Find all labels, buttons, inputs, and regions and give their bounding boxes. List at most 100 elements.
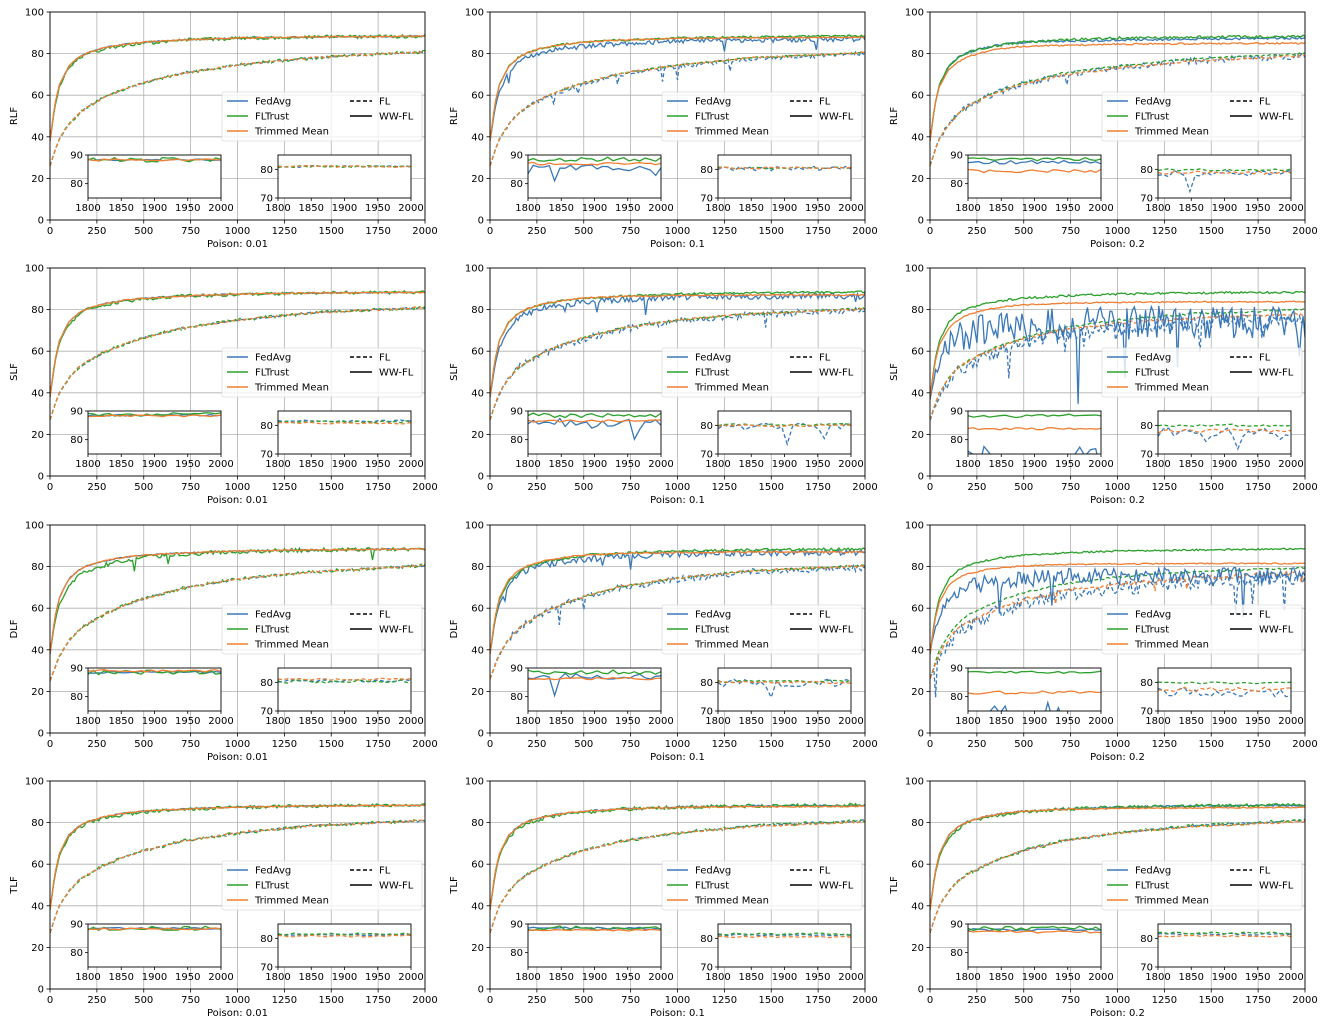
inset-x-tick-label: 1950 — [1245, 459, 1270, 470]
y-tick-label: 40 — [31, 645, 44, 656]
inset-x-tick-label: 2000 — [208, 203, 233, 214]
x-axis-label: Poison: 0.01 — [207, 239, 268, 250]
panel-slf-2: 0 250 500 750 1000 1250 1500 1750 20000204060801… — [889, 264, 1318, 507]
inset-series-trimmed-mean — [88, 414, 221, 418]
inset-y-tick-label: 80 — [260, 165, 273, 176]
y-tick-label: 60 — [911, 860, 924, 871]
inset-y-tick-label: 90 — [950, 407, 963, 418]
legend-box — [1101, 91, 1303, 142]
inset-background — [718, 155, 851, 198]
x-tick-label: 1250 — [1152, 482, 1177, 493]
inset-left: 1800 1850 1900 1950 2000 80 90 — [70, 920, 233, 984]
x-tick-label: 1500 — [1199, 995, 1224, 1006]
inset-x-tick-label: 1850 — [989, 972, 1014, 983]
series-trimmed-mean-fl — [50, 306, 425, 420]
y-tick-label: 80 — [471, 818, 484, 829]
x-tick-label: 1500 — [1199, 482, 1224, 493]
legend-label: FLTrust — [255, 368, 289, 379]
series-trimmed-mean-fl — [930, 570, 1305, 679]
series-fltrust-fl — [930, 566, 1305, 680]
inset-x-tick-label: 1850 — [549, 203, 574, 214]
x-tick-label: 1750 — [1245, 995, 1270, 1006]
x-tick-label: 0 — [487, 739, 493, 750]
inset-left: 1800 1850 1900 1950 2000 80 90 — [510, 407, 673, 471]
inset-series-fedavg — [718, 678, 851, 700]
x-tick-label: 750 — [621, 995, 640, 1006]
y-tick-label: 100 — [465, 264, 484, 275]
inset-x-tick-label: 1850 — [989, 716, 1014, 727]
x-tick-label: 500 — [134, 739, 153, 750]
inset-y-tick-label: 80 — [260, 934, 273, 945]
inset-series-fltrust — [718, 932, 851, 936]
legend-label: FedAvg — [255, 610, 291, 621]
inset-x-tick-label: 2000 — [398, 972, 423, 983]
inset-left: 1800 1850 1900 1950 2000 80 90 — [950, 920, 1113, 984]
inset-x-tick-label: 1800 — [265, 972, 290, 983]
x-tick-label: 1000 — [225, 482, 250, 493]
inset-x-tick-label: 1900 — [772, 459, 797, 470]
series-trimmed-mean-ww-fl — [490, 805, 865, 910]
x-tick-label: 1750 — [365, 995, 390, 1006]
inset-x-tick-label: 1900 — [1022, 716, 1047, 727]
y-tick-label: 20 — [31, 687, 44, 698]
inset-series-fedavg — [718, 422, 851, 447]
inset-x-tick-label: 1800 — [75, 972, 100, 983]
series-fltrust-ww-fl — [930, 34, 1305, 141]
y-tick-label: 40 — [471, 132, 484, 143]
inset-y-tick-label: 70 — [260, 194, 273, 205]
inset-y-tick-label: 70 — [700, 963, 713, 974]
x-tick-label: 750 — [181, 482, 200, 493]
y-tick-label: 60 — [911, 91, 924, 102]
inset-series-trimmed-mean — [968, 930, 1101, 934]
y-tick-label: 80 — [911, 305, 924, 316]
y-tick-label: 80 — [31, 305, 44, 316]
legend: FedAvg FLTrust Trimmed Mean FL WW-FL — [221, 860, 423, 911]
inset-series-fltrust — [278, 679, 411, 684]
series-fedavg-ww-fl — [930, 566, 1305, 655]
series-fedavg-ww-fl — [490, 35, 865, 141]
inset-x-tick-label: 1900 — [772, 716, 797, 727]
inset-x-tick-label: 2000 — [1278, 972, 1303, 983]
inset-series-trimmed-mean — [968, 168, 1101, 174]
inset-y-tick-label: 90 — [70, 920, 83, 931]
inset-background — [278, 668, 411, 711]
inset-series-fedavg — [528, 164, 661, 183]
inset-background — [528, 411, 661, 454]
inset-x-tick-label: 1950 — [805, 203, 830, 214]
series-trimmed-mean-ww-fl — [50, 547, 425, 655]
inset-x-tick-label: 1900 — [1022, 972, 1047, 983]
inset-y-tick-label: 90 — [950, 151, 963, 162]
inset-series-fedavg — [968, 159, 1101, 165]
inset-y-tick-label: 80 — [510, 692, 523, 703]
inset-x-tick-label: 1850 — [549, 972, 574, 983]
inset-x-tick-label: 2000 — [208, 459, 233, 470]
legend-label: WW-FL — [379, 112, 414, 123]
x-tick-label: 1750 — [365, 739, 390, 750]
inset-series-trimmed-mean — [88, 927, 221, 931]
inset-background — [278, 411, 411, 454]
series-trimmed-mean-fl — [50, 564, 425, 682]
inset-y-tick-label: 90 — [510, 407, 523, 418]
inset-x-tick-label: 1950 — [1055, 972, 1080, 983]
series-trimmed-mean-fl — [930, 820, 1305, 933]
legend-label: FL — [379, 97, 391, 108]
y-tick-label: 20 — [471, 687, 484, 698]
x-tick-label: 500 — [1014, 995, 1033, 1006]
inset-x-tick-label: 2000 — [1088, 972, 1113, 983]
legend-label: FedAvg — [695, 866, 731, 877]
x-tick-label: 1750 — [1245, 226, 1270, 237]
x-tick-label: 1000 — [665, 995, 690, 1006]
panel-slf-0: 0 250 500 750 1000 1250 1500 1750 20000204060801… — [9, 264, 438, 507]
y-axis-label: TLF — [449, 876, 460, 895]
inset-series-trimmed-mean — [718, 166, 851, 170]
inset-series-trimmed-mean — [278, 421, 411, 425]
series-group — [930, 802, 1305, 934]
y-tick-label: 80 — [31, 49, 44, 60]
inset-x-tick-label: 1950 — [175, 972, 200, 983]
legend-label: WW-FL — [819, 368, 854, 379]
x-tick-label: 0 — [47, 739, 53, 750]
inset-right: 1800 1850 1900 1950 2000 70 80 — [700, 667, 864, 727]
series-trimmed-mean-ww-fl — [50, 291, 425, 397]
legend-label: FL — [819, 866, 831, 877]
y-axis-label: DLF — [9, 619, 20, 638]
